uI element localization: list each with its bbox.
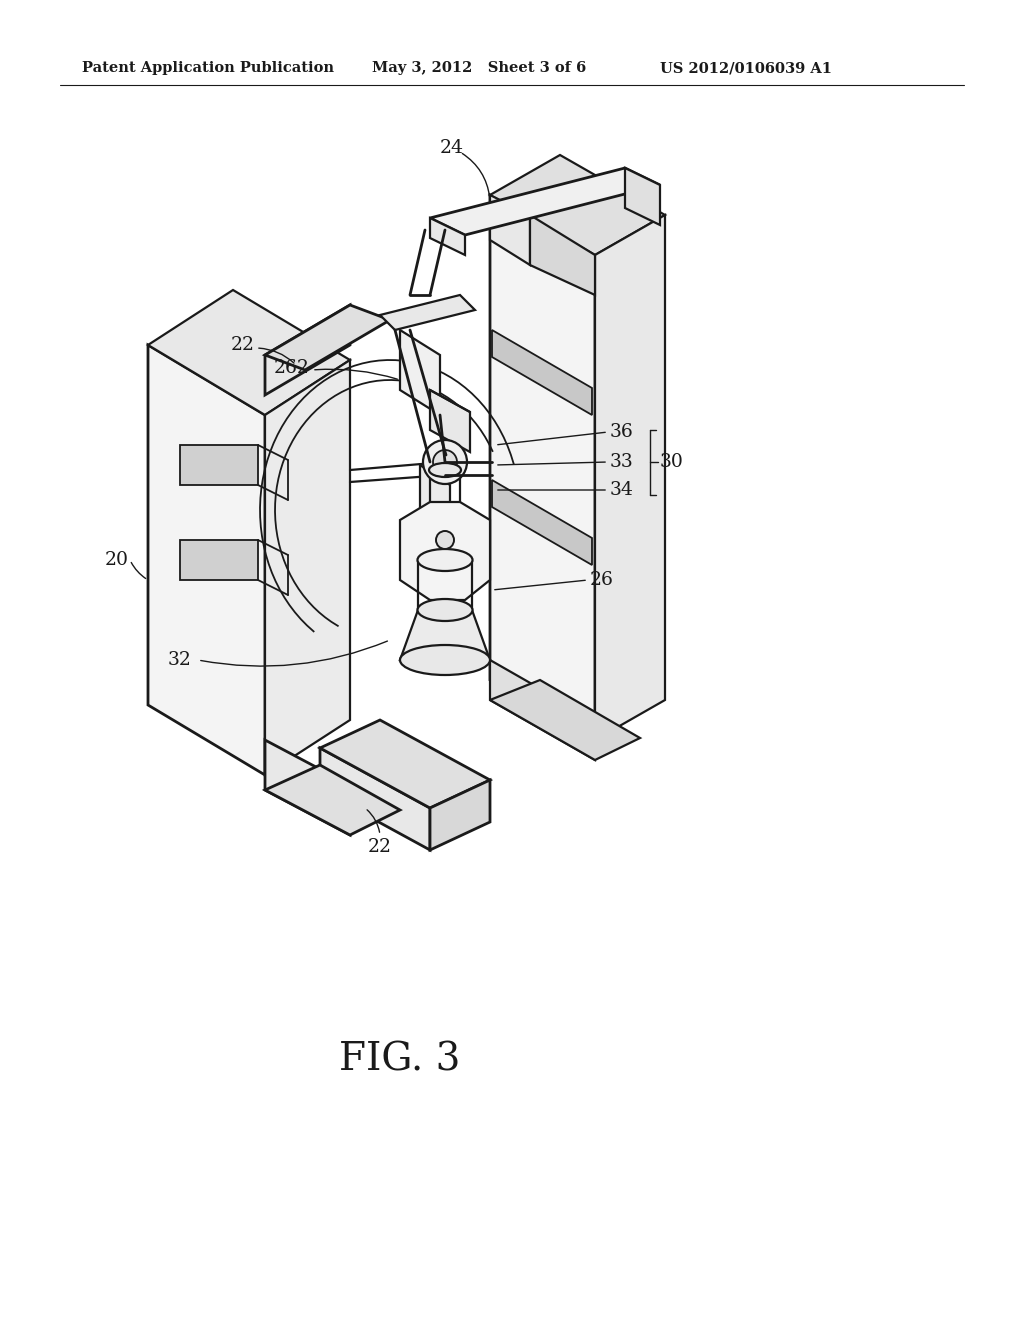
Polygon shape xyxy=(180,540,258,579)
Text: FIG. 3: FIG. 3 xyxy=(339,1041,461,1078)
Text: 32: 32 xyxy=(168,651,191,669)
Polygon shape xyxy=(595,215,665,741)
Polygon shape xyxy=(430,389,470,451)
Polygon shape xyxy=(530,215,595,294)
Polygon shape xyxy=(430,168,660,235)
Polygon shape xyxy=(265,305,390,370)
Text: 24: 24 xyxy=(440,139,464,157)
Circle shape xyxy=(436,531,454,549)
Text: 20: 20 xyxy=(105,550,129,569)
Polygon shape xyxy=(490,154,665,255)
Polygon shape xyxy=(148,345,265,775)
Polygon shape xyxy=(265,305,350,395)
Text: 26: 26 xyxy=(590,572,613,589)
Text: 34: 34 xyxy=(610,480,634,499)
Polygon shape xyxy=(625,168,660,224)
Text: 36: 36 xyxy=(610,422,634,441)
Polygon shape xyxy=(490,195,530,265)
Text: 30: 30 xyxy=(660,453,684,471)
Polygon shape xyxy=(420,465,450,540)
Polygon shape xyxy=(430,218,465,255)
Text: US 2012/0106039 A1: US 2012/0106039 A1 xyxy=(660,61,831,75)
Polygon shape xyxy=(380,294,475,330)
Polygon shape xyxy=(400,610,490,660)
Polygon shape xyxy=(148,290,350,414)
Text: 33: 33 xyxy=(610,453,634,471)
Text: 262: 262 xyxy=(274,359,310,378)
Polygon shape xyxy=(180,445,258,484)
Circle shape xyxy=(423,440,467,484)
Polygon shape xyxy=(319,748,430,850)
Polygon shape xyxy=(492,330,592,414)
Polygon shape xyxy=(492,480,592,565)
Polygon shape xyxy=(490,660,595,760)
Polygon shape xyxy=(265,766,400,836)
Polygon shape xyxy=(490,195,595,741)
Polygon shape xyxy=(400,330,440,414)
Ellipse shape xyxy=(400,645,490,675)
Polygon shape xyxy=(265,741,350,836)
Text: 22: 22 xyxy=(368,838,392,855)
Polygon shape xyxy=(319,719,490,808)
Text: Patent Application Publication: Patent Application Publication xyxy=(82,61,334,75)
Polygon shape xyxy=(265,360,350,775)
Ellipse shape xyxy=(418,599,472,620)
Polygon shape xyxy=(490,680,640,760)
Polygon shape xyxy=(400,502,490,601)
Ellipse shape xyxy=(418,549,472,572)
Circle shape xyxy=(433,450,457,474)
Text: 22: 22 xyxy=(231,337,255,354)
Ellipse shape xyxy=(429,463,461,477)
Polygon shape xyxy=(430,780,490,850)
Text: May 3, 2012   Sheet 3 of 6: May 3, 2012 Sheet 3 of 6 xyxy=(372,61,587,75)
